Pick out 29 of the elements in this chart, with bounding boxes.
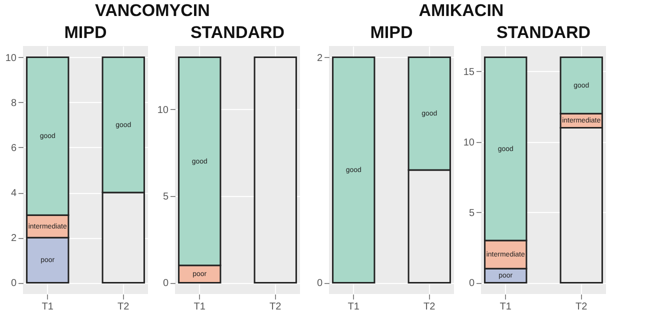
y-tick-label: 8 [10, 98, 17, 109]
y-tick-label: 5 [162, 192, 169, 203]
x-tick-label: T1 [42, 302, 54, 312]
y-tick-label: 5 [468, 208, 475, 219]
x-tick-label: T2 [118, 302, 130, 312]
chart-subtitle: MIPD [370, 23, 413, 42]
chart-title: AMIKACIN [418, 1, 504, 20]
y-tick-label: 0 [316, 278, 323, 290]
y-tick-label: 15 [463, 66, 475, 78]
x-tick-label: T1 [194, 302, 206, 312]
y-tick-label: 6 [10, 142, 17, 154]
chart-title: VANCOMYCIN [94, 1, 210, 20]
chart-subtitle: MIPD [64, 23, 107, 42]
y-tick-label: 2 [316, 52, 323, 64]
x-tick-label: T2 [576, 302, 588, 312]
chart-subtitle: STANDARD [496, 23, 591, 42]
y-tick-label: 10 [157, 104, 169, 116]
y-tick-label: 0 [10, 278, 17, 290]
y-tick-label: 2 [10, 233, 17, 244]
x-tick-label: T2 [270, 302, 282, 312]
y-tick-label: 10 [463, 137, 475, 148]
chart-subtitle: STANDARD [190, 23, 285, 42]
y-tick-label: 0 [162, 278, 169, 290]
x-tick-label: T2 [424, 302, 436, 312]
y-tick-label: 0 [468, 278, 475, 290]
x-tick-label: T1 [500, 302, 512, 312]
y-tick-label: 4 [10, 188, 17, 200]
x-tick-label: T1 [348, 302, 360, 312]
y-tick-label: 10 [5, 52, 17, 64]
